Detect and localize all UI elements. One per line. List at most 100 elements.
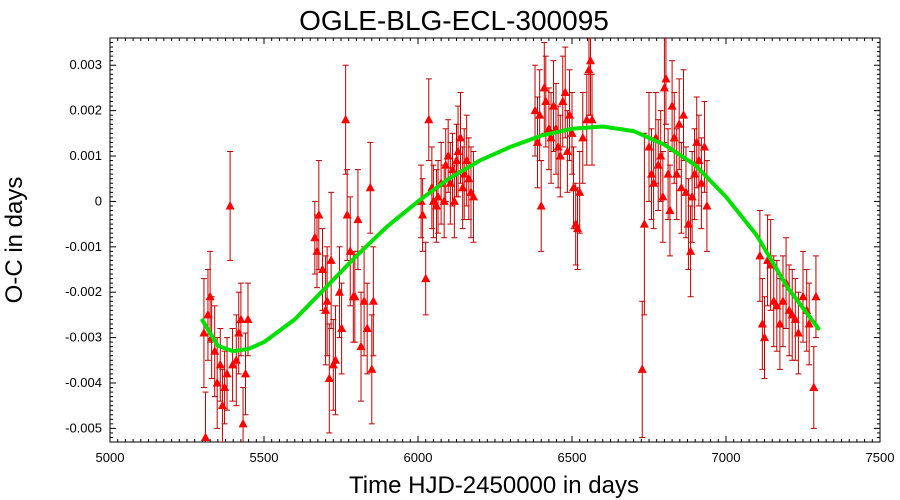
- data-point-triangle: [322, 296, 332, 305]
- data-point-triangle: [231, 355, 241, 364]
- data-point-triangle: [659, 82, 669, 92]
- data-point-triangle: [243, 314, 253, 323]
- data-point-triangle: [353, 214, 363, 224]
- data-point-triangle: [199, 328, 209, 337]
- data-point-triangle: [567, 128, 577, 137]
- data-point-triangle: [676, 182, 686, 192]
- x-tick-label: 5000: [96, 450, 125, 465]
- data-point-triangle: [452, 155, 461, 165]
- data-point-triangle: [585, 55, 595, 65]
- data-point-triangle: [236, 314, 246, 323]
- data-point-triangle: [637, 364, 647, 373]
- data-point-triangle: [694, 155, 704, 165]
- x-axis-title: Time HJD-2450000 in days: [349, 472, 639, 499]
- data-point-triangle: [433, 191, 443, 201]
- data-point-triangle: [228, 359, 238, 369]
- data-point-triangle: [445, 178, 455, 187]
- y-tick-label: 0.001: [69, 148, 102, 163]
- data-point-triangle: [663, 169, 673, 178]
- data-point-triangle: [578, 132, 588, 142]
- y-tick-label: -0.004: [65, 375, 102, 390]
- data-point-triangle: [220, 382, 230, 392]
- data-point-triangle: [241, 368, 251, 378]
- data-point-triangle: [811, 291, 821, 301]
- data-point-triangle: [536, 200, 546, 210]
- data-point-triangle: [200, 432, 210, 441]
- data-point-triangle: [468, 191, 478, 201]
- data-point-triangle: [234, 328, 244, 337]
- x-tick-label: 6000: [404, 450, 433, 465]
- data-point-triangle: [205, 291, 215, 301]
- data-point-triangle: [530, 105, 540, 115]
- data-point-triangle: [681, 187, 691, 196]
- data-point-triangle: [690, 169, 700, 178]
- data-point-triangle: [565, 110, 575, 119]
- data-point-triangle: [443, 151, 453, 160]
- data-point-triangle: [672, 169, 682, 178]
- data-point-triangle: [653, 160, 663, 169]
- data-point-triangle: [702, 200, 712, 210]
- data-point-triangle: [544, 123, 554, 133]
- data-point-triangle: [575, 187, 585, 196]
- data-point-triangle: [793, 328, 803, 337]
- data-point-triangle: [790, 314, 800, 323]
- data-point-triangle: [453, 146, 463, 155]
- data-point-triangle: [462, 155, 472, 165]
- data-point-triangle: [639, 219, 649, 228]
- data-point-triangle: [686, 246, 696, 255]
- plot-area: 5000 5500 6000 6500 7000 7500 -0.005 -0.004 -0.0…: [65, 37, 895, 465]
- data-point-triangle: [464, 173, 474, 183]
- data-point-triangle: [539, 82, 549, 92]
- data-point-triangle: [558, 96, 568, 106]
- data-point-triangle: [341, 114, 351, 124]
- data-point-triangle: [212, 377, 222, 387]
- data-point-triangle: [225, 200, 235, 210]
- data-point-triangle: [418, 210, 428, 219]
- data-point-triangle: [365, 182, 375, 192]
- data-point-triangle: [330, 355, 340, 364]
- data-point-triangle: [549, 101, 559, 110]
- data-point-triangle: [326, 255, 336, 264]
- y-tick-label: -0.005: [65, 420, 102, 435]
- data-point-triangle: [203, 309, 213, 319]
- data-point-triangle: [359, 296, 369, 305]
- data-point-triangle: [238, 418, 248, 428]
- y-tick-label: -0.002: [65, 284, 102, 299]
- data-point-triangle: [210, 346, 220, 355]
- data-point-triangle: [656, 151, 666, 160]
- data-point-triangle: [665, 205, 675, 214]
- data-point-triangle: [421, 273, 431, 283]
- y-tick-label: 0.003: [69, 57, 102, 72]
- data-point-triangle: [321, 305, 331, 314]
- data-point-triangle: [458, 182, 468, 192]
- data-point-triangle: [318, 264, 328, 274]
- data-point-triangle: [424, 114, 434, 124]
- x-tick-label: 6500: [558, 450, 587, 465]
- data-point-triangle: [217, 400, 227, 410]
- data-point-triangle: [573, 223, 583, 233]
- data-point-triangle: [678, 110, 688, 119]
- data-point-triangle: [439, 196, 449, 205]
- data-point-triangle: [533, 137, 543, 146]
- data-point-triangle: [658, 191, 668, 201]
- data-point-triangle: [804, 318, 814, 328]
- data-point-triangle: [644, 141, 654, 151]
- data-point-triangle: [809, 382, 819, 392]
- data-point-triangle: [368, 296, 378, 305]
- data-point-triangle: [310, 232, 320, 242]
- data-point-triangle: [584, 64, 594, 74]
- data-point-triangle: [696, 178, 706, 187]
- data-point-triangle: [459, 169, 469, 178]
- data-point-triangle: [215, 359, 225, 369]
- y-axis-title: O-C in days: [1, 177, 28, 304]
- data-point-triangle: [449, 196, 459, 205]
- data-point-triangle: [649, 178, 659, 187]
- x-tick-label: 7500: [866, 450, 895, 465]
- data-point-triangle: [772, 300, 782, 310]
- data-point-triangle: [553, 141, 563, 151]
- data-point-triangle: [669, 132, 679, 142]
- data-point-triangle: [328, 359, 338, 369]
- data-point-triangle: [587, 114, 597, 124]
